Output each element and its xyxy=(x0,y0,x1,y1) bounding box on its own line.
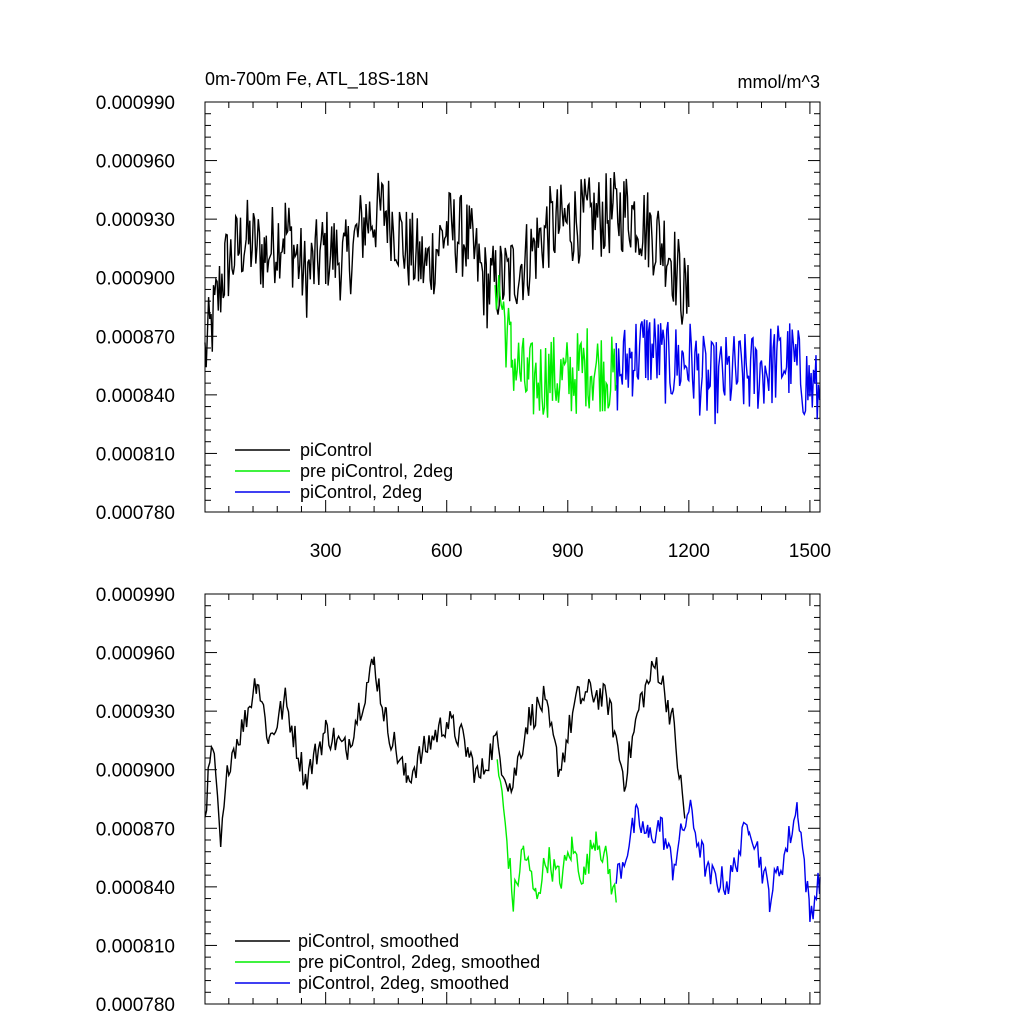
y-tick-label: 0.000900 xyxy=(96,269,175,290)
panel-top-series xyxy=(204,172,821,425)
legend-label-pre-picontrol-2deg: pre piControl, 2deg xyxy=(300,461,453,481)
y-tick-label: 0.000900 xyxy=(96,761,175,782)
y-tick-label: 0.000870 xyxy=(96,819,175,840)
series-line-1 xyxy=(496,759,617,912)
series-line-1 xyxy=(494,274,617,418)
y-tick-label: 0.000780 xyxy=(96,995,175,1016)
y-tick-label: 0.000930 xyxy=(96,702,175,723)
y-tick-label: 0.000960 xyxy=(96,644,175,665)
legend-label-picontrol-smoothed: piControl, smoothed xyxy=(298,931,459,951)
legend-label-picontrol-2deg: piControl, 2deg xyxy=(300,482,422,502)
panel-bottom-legend: piControl, smoothed pre piControl, 2deg,… xyxy=(235,931,540,993)
x-tick-label: 1200 xyxy=(668,541,710,562)
panel-top-legend: piControl pre piControl, 2deg piControl,… xyxy=(235,440,453,502)
legend-label-picontrol: piControl xyxy=(300,440,372,460)
legend-label-picontrol-2deg-smoothed: piControl, 2deg, smoothed xyxy=(298,973,509,993)
panel-bottom-axes: 0.000780 0.000810 0.000840 0.000870 0.000900… xyxy=(96,585,820,1016)
series-line-2 xyxy=(615,318,821,425)
y-tick-label: 0.000930 xyxy=(96,210,175,231)
x-tick-label: 600 xyxy=(431,541,463,562)
y-tick-label: 0.000780 xyxy=(96,503,175,524)
y-tick-label: 0.000840 xyxy=(96,878,175,899)
y-tick-label: 0.000990 xyxy=(96,585,175,606)
y-tick-label: 0.000960 xyxy=(96,152,175,173)
y-tick-label: 0.000810 xyxy=(96,444,175,465)
panel-bottom: 0.000780 0.000810 0.000840 0.000870 0.000900… xyxy=(96,585,821,1016)
panel-top-units: mmol/m^3 xyxy=(738,72,820,92)
series-line-0 xyxy=(204,172,690,368)
legend-label-pre-picontrol-2deg-smoothed: pre piControl, 2deg, smoothed xyxy=(298,952,540,972)
x-tick-label: 900 xyxy=(552,541,584,562)
panel-top-axes: 0.000780 0.000810 0.000840 0.000870 0.000900… xyxy=(96,93,831,562)
panel-bottom-series xyxy=(204,656,821,922)
panel-top: 0m-700m Fe, ATL_18S-18N mmol/m^3 0.00078… xyxy=(96,69,831,562)
x-tick-label: 1500 xyxy=(789,541,831,562)
series-line-0 xyxy=(204,656,686,847)
y-tick-label: 0.000870 xyxy=(96,327,175,348)
panel-top-title: 0m-700m Fe, ATL_18S-18N xyxy=(205,69,429,90)
y-tick-label: 0.000810 xyxy=(96,936,175,957)
y-tick-label: 0.000840 xyxy=(96,386,175,407)
series-line-2 xyxy=(615,799,821,922)
x-tick-label: 300 xyxy=(310,541,342,562)
panel-top-frame xyxy=(204,101,821,513)
y-tick-label: 0.000990 xyxy=(96,93,175,114)
panel-bottom-frame xyxy=(204,593,821,1005)
